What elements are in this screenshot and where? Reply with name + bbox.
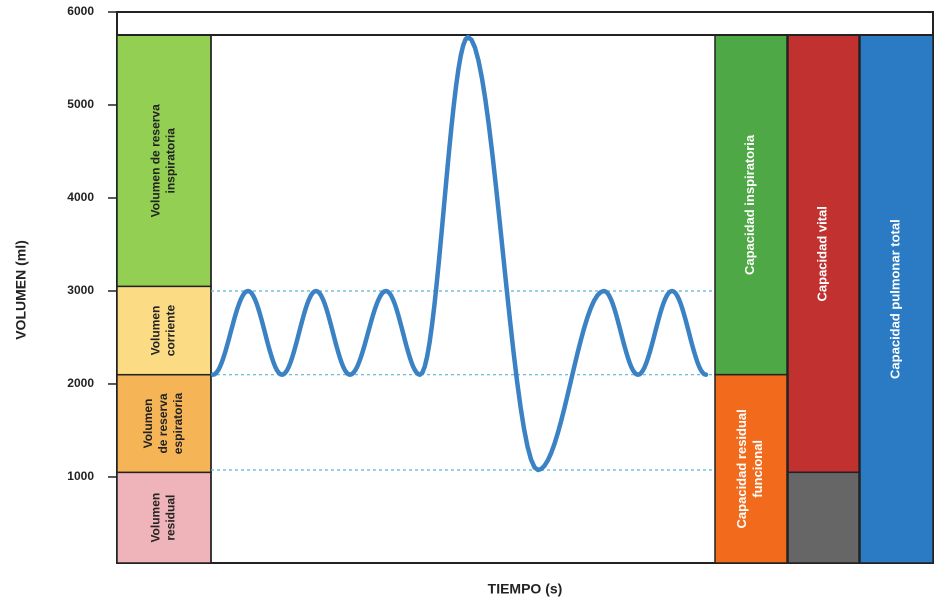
label-line: Capacidad inspiratoria: [742, 134, 757, 275]
label-line: Capacidad vital: [815, 206, 830, 301]
block-label: Capacidad vital: [815, 206, 830, 301]
volume-block: [116, 285, 212, 376]
label-line: Volumen: [149, 493, 163, 543]
volume-block: [116, 373, 212, 474]
block-label: Volumencorriente: [149, 305, 178, 357]
y-tick-label: 5000: [67, 97, 94, 111]
label-line: Capacidad pulmonar total: [888, 219, 903, 379]
y-tick-label: 2000: [67, 376, 94, 390]
label-line: Volumen: [141, 399, 155, 449]
y-tick-label: 4000: [67, 190, 94, 204]
capacity-block: [859, 34, 934, 564]
label-line: residual: [164, 495, 178, 541]
label-line: Capacidad residual: [734, 409, 749, 528]
capacity-block: [714, 373, 788, 564]
y-tick-label: 1000: [67, 469, 94, 483]
block-label: Volumenresidual: [149, 493, 178, 543]
label-line: funcional: [750, 440, 765, 498]
block-label: Volumen de reservainspiratoria: [149, 104, 178, 217]
block-label: Capacidad pulmonar total: [888, 219, 903, 379]
volume-curve: [210, 34, 709, 473]
label-line: Volumen: [149, 306, 163, 356]
block-label: Capacidad inspiratoria: [742, 134, 757, 275]
y-axis-label: VOLUMEN (ml): [13, 240, 29, 340]
block-label: Capacidad residualfuncional: [734, 409, 765, 528]
capacity-block: [787, 34, 860, 474]
label-line: inspiratoria: [164, 128, 178, 194]
x-axis-label: TIEMPO (s): [488, 581, 563, 597]
capacity-block: [787, 471, 860, 564]
block-label: Volumende reservaespiratoria: [141, 393, 185, 455]
label-line: de reserva: [156, 393, 170, 453]
y-tick-label: 6000: [67, 4, 94, 18]
label-line: Volumen de reserva: [149, 104, 163, 217]
label-line: corriente: [164, 305, 178, 357]
y-tick-label: 3000: [67, 283, 94, 297]
label-line: espiratoria: [171, 393, 185, 455]
capacity-block: [714, 34, 788, 376]
volume-block: [116, 34, 212, 288]
volume-block: [116, 471, 212, 564]
